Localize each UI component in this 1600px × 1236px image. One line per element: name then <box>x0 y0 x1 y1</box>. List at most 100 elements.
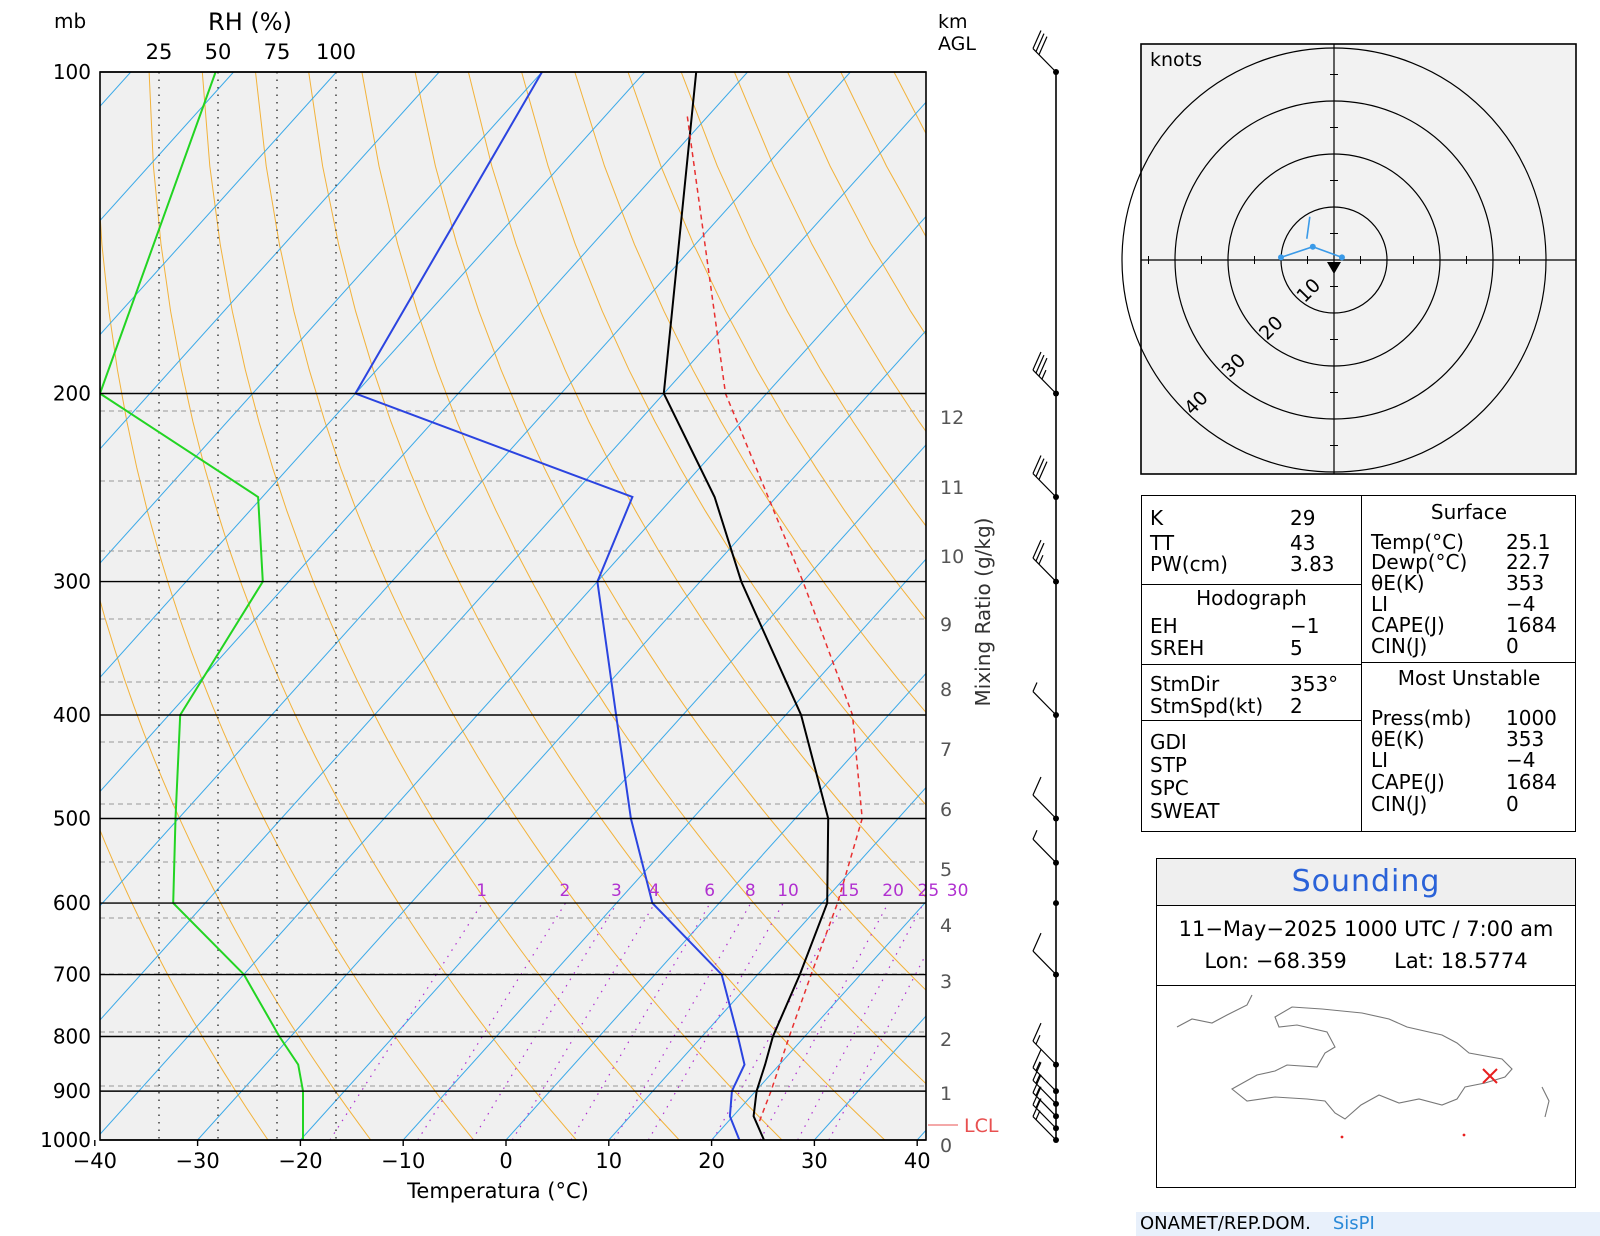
dry-adiabat <box>361 72 926 1085</box>
sounding-location: Lon: −68.359 Lat: 18.5774 <box>1157 949 1575 973</box>
mixing-ratio-tick-label: 3 <box>611 881 622 901</box>
sounding-date: 11−May−2025 1000 UTC / 7:00 am <box>1178 917 1554 941</box>
index-label-pw: PW(cm) <box>1150 552 1228 576</box>
mixing-ratio-tick-label: 8 <box>745 881 756 901</box>
dry-adiabat <box>308 72 886 1140</box>
wind-barb-half-flag <box>1035 1110 1041 1120</box>
hodograph-frame <box>1140 43 1577 475</box>
most-unstable-section-title: Most Unstable <box>1397 666 1541 690</box>
mixing-ratio-line <box>570 902 711 1140</box>
height-tick-label: 4 <box>940 915 952 937</box>
height-tick-label: 2 <box>940 1029 952 1051</box>
wind-barb-flag <box>1032 932 1042 952</box>
index-label-stmspd: StmSpd(kt) <box>1150 694 1264 718</box>
hodograph-units-label: knots <box>1150 49 1202 71</box>
index-label-eh: EH <box>1150 614 1178 638</box>
x-tick-label: 10 <box>595 1149 622 1173</box>
wind-barb-staff <box>1032 369 1057 394</box>
plot-frame <box>99 71 927 1141</box>
isotherm <box>100 72 851 907</box>
dry-adiabat <box>627 72 926 621</box>
height-tick-label: 3 <box>940 971 952 993</box>
mu-value-cin: 0 <box>1506 792 1519 816</box>
lon-label: Lon: <box>1204 949 1249 973</box>
isotherm <box>100 72 646 679</box>
dry-adiabat <box>1586 72 1600 1140</box>
wind-barb-flag <box>1032 455 1042 474</box>
wind-barb-flag <box>1032 1062 1042 1081</box>
mixing-ratio-tick-label: 4 <box>649 881 660 901</box>
height-tick-label: 0 <box>940 1135 952 1157</box>
x-tick-label: 0 <box>499 1149 512 1173</box>
x-tick-label: 20 <box>698 1149 725 1173</box>
location-marker <box>1482 1068 1498 1084</box>
dry-adiabat <box>100 598 372 1140</box>
pressure-tick-label: 600 <box>53 891 91 915</box>
wind-barb-flag <box>1035 458 1045 477</box>
wind-barb-flag <box>1032 30 1042 49</box>
mixing-ratio-line <box>417 902 567 1140</box>
surface-section-title: Surface <box>1430 500 1508 524</box>
pressure-tick-label: 700 <box>53 963 91 987</box>
hodograph-point <box>1338 254 1345 261</box>
dry-adiabat <box>201 72 680 1140</box>
wind-barb-flag <box>1032 1022 1042 1042</box>
x-axis-label: Temperatura (°C) <box>406 1179 589 1203</box>
sounding-meta: 11−May−2025 1000 UTC / 7:00 am Lon: −68.… <box>1157 905 1575 986</box>
height-tick-label: 7 <box>940 739 952 761</box>
height-tick-label: 6 <box>940 799 952 821</box>
footer: ONAMET/REP.DOM. SisPI <box>1136 1212 1600 1236</box>
surface-value-thetae: 353 <box>1506 571 1545 595</box>
plot-area <box>100 72 1600 1140</box>
wind-barb <box>1032 455 1057 498</box>
height-tick-label: 10 <box>940 546 964 568</box>
x-tick-label: −40 <box>73 1149 117 1173</box>
mixing-ratio-tick-label: 20 <box>882 881 904 901</box>
wind-barb-staff <box>1032 950 1057 975</box>
mixing-ratio-line <box>613 902 752 1140</box>
surface-value-dewp: 22.7 <box>1506 550 1551 574</box>
rh-tick-label: 25 <box>146 40 173 64</box>
location-map <box>1176 994 1550 1139</box>
x-tick-label: −30 <box>175 1149 219 1173</box>
hodograph-section-title: Hodograph <box>1196 586 1307 610</box>
isotherm <box>100 215 926 1135</box>
dry-adiabat <box>255 72 783 1140</box>
height-axis-label: km <box>938 11 968 33</box>
wind-barb-flag <box>1038 461 1048 480</box>
rh-tick-label: 100 <box>316 40 356 64</box>
wind-barb-half-flag <box>1035 1074 1041 1084</box>
pressure-tick-label: 900 <box>53 1079 91 1103</box>
wind-barb-half-flag <box>1035 1098 1041 1109</box>
footer-brand: SisPI <box>1332 1213 1375 1234</box>
wind-barb <box>1032 932 1057 975</box>
mixing-ratio-tick-label: 10 <box>777 881 799 901</box>
dry-adiabat <box>467 72 926 899</box>
mu-label-cape: CAPE(J) <box>1371 770 1445 794</box>
isotherm <box>711 901 926 1140</box>
wind-barb <box>1032 776 1057 819</box>
wind-barb <box>1032 1022 1057 1066</box>
isotherm <box>100 72 543 564</box>
height-tick-label: 11 <box>940 477 964 499</box>
index-label-spc: SPC <box>1150 776 1189 800</box>
mu-value-thetae: 353 <box>1506 727 1545 751</box>
wind-barb-staff <box>1032 557 1057 582</box>
index-value-stmspd: 2 <box>1290 694 1303 718</box>
x-tick-label: −10 <box>381 1149 425 1173</box>
wind-barb-staff <box>1032 794 1057 819</box>
index-label-sweat: SWEAT <box>1150 799 1220 823</box>
wind-barb <box>1032 829 1057 864</box>
mu-value-press: 1000 <box>1506 706 1557 730</box>
surface-value-cin: 0 <box>1506 634 1519 658</box>
wind-barb-flag <box>1032 1086 1042 1106</box>
mu-value-li: −4 <box>1506 748 1536 772</box>
isotherm <box>197 329 926 1140</box>
dry-adiabat <box>574 72 926 714</box>
isotherm <box>505 672 926 1140</box>
wind-barb <box>1032 539 1057 582</box>
dry-adiabat <box>100 828 269 1140</box>
height-tick-label: 5 <box>940 859 952 881</box>
wind-barb-flag <box>1035 354 1045 374</box>
